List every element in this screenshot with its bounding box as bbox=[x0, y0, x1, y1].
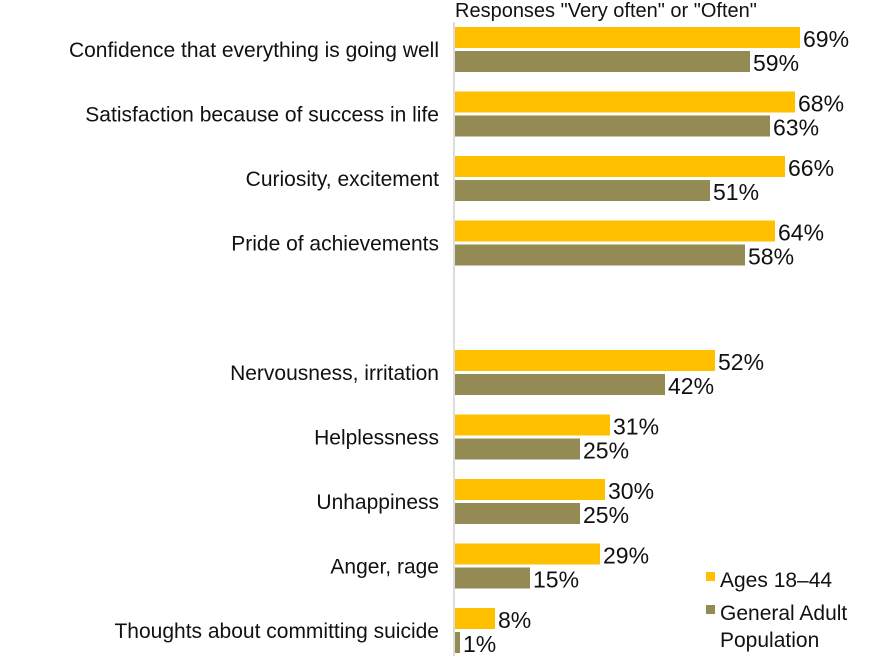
data-label: 31% bbox=[613, 414, 659, 440]
bar-series-0 bbox=[455, 414, 610, 436]
data-label: 63% bbox=[773, 115, 819, 141]
bar-series-1 bbox=[455, 115, 770, 137]
chart-legend: Ages 18–44 General Adult Population bbox=[706, 569, 847, 652]
bar-series-1 bbox=[455, 503, 580, 524]
chart-subtitle: Responses "Very often" or "Often" bbox=[455, 0, 757, 22]
legend-label: Population bbox=[720, 629, 819, 652]
bar-series-0 bbox=[455, 220, 775, 242]
data-label: 69% bbox=[803, 26, 849, 52]
bar-series-1 bbox=[455, 180, 710, 201]
category-label: Pride of achievements bbox=[231, 233, 439, 256]
bar-series-1 bbox=[455, 51, 750, 72]
category-label: Helplessness bbox=[314, 427, 439, 450]
chart-marks: Confidence that everything is going well… bbox=[69, 26, 849, 656]
bar-series-1 bbox=[455, 244, 745, 266]
bar-series-0 bbox=[455, 608, 495, 629]
data-label: 8% bbox=[498, 607, 531, 633]
bar-series-0 bbox=[455, 91, 795, 113]
bar-series-0 bbox=[455, 27, 800, 48]
legend-swatch bbox=[706, 572, 715, 581]
bar-series-0 bbox=[455, 479, 605, 500]
data-label: 52% bbox=[718, 349, 764, 375]
legend-swatch bbox=[706, 605, 715, 614]
bar-series-1 bbox=[455, 567, 530, 589]
data-label: 25% bbox=[583, 502, 629, 528]
data-label: 1% bbox=[463, 631, 496, 656]
bar-series-0 bbox=[455, 350, 715, 371]
data-label: 15% bbox=[533, 567, 579, 593]
data-label: 58% bbox=[748, 244, 794, 270]
bar-series-1 bbox=[455, 632, 460, 653]
data-label: 51% bbox=[713, 179, 759, 205]
category-label: Nervousness, irritation bbox=[230, 362, 439, 385]
category-label: Curiosity, excitement bbox=[246, 168, 440, 191]
legend-label: General Adult bbox=[720, 602, 847, 625]
data-label: 25% bbox=[583, 438, 629, 464]
data-label: 29% bbox=[603, 543, 649, 569]
category-label: Unhappiness bbox=[316, 491, 439, 514]
data-label: 59% bbox=[753, 50, 799, 76]
category-label: Satisfaction because of success in life bbox=[85, 104, 439, 127]
legend-label: Ages 18–44 bbox=[720, 569, 832, 592]
data-label: 66% bbox=[788, 155, 834, 181]
bar-series-0 bbox=[455, 156, 785, 177]
category-label: Thoughts about committing suicide bbox=[114, 620, 439, 643]
category-label: Anger, rage bbox=[330, 556, 439, 579]
data-label: 30% bbox=[608, 478, 654, 504]
bar-series-0 bbox=[455, 543, 600, 565]
data-label: 68% bbox=[798, 91, 844, 117]
data-label: 64% bbox=[778, 220, 824, 246]
bar-series-1 bbox=[455, 438, 580, 460]
category-label: Confidence that everything is going well bbox=[69, 39, 439, 62]
bar-series-1 bbox=[455, 374, 665, 395]
data-label: 42% bbox=[668, 373, 714, 399]
